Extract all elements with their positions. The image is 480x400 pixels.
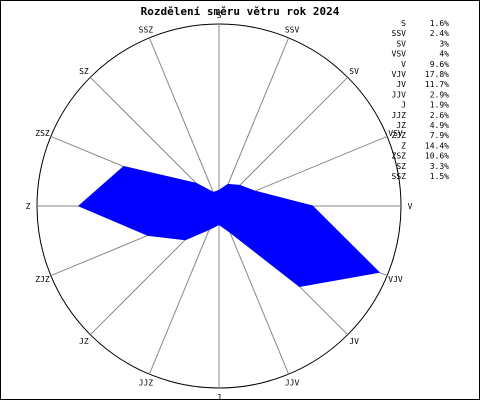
direction-label-s: S [217,11,222,20]
direction-label-ssz: SSZ [139,26,154,35]
axis-line-ssz [148,37,220,207]
legend-value-jjv: 2.9% [430,90,449,99]
direction-label-jjv: JJV [285,379,300,388]
legend-direction-zjz: ZJZ [392,131,407,140]
direction-label-zsz: ZSZ [35,129,50,138]
legend-direction-j: J [401,101,406,110]
direction-label-jv: JV [349,337,359,346]
direction-label-vsv: VSV [388,129,403,138]
direction-label-vjv: VJV [388,275,403,284]
legend-value-j: 1.9% [430,101,449,110]
direction-label-sz: SZ [79,67,89,76]
legend-value-jz: 4.9% [430,121,449,130]
direction-label-zjz: ZJZ [35,275,50,284]
legend-value-zjz: 7.9% [430,131,449,140]
legend-direction-zsz: ZSZ [392,152,407,161]
wind-rose-polygon [77,165,381,288]
direction-label-ssv: SSV [285,26,300,35]
legend-value-sz: 3.3% [430,162,449,171]
direction-label-v: V [408,202,413,211]
direction-label-jz: JZ [79,337,89,346]
legend-value-sv: 3% [439,39,449,48]
legend-direction-vjv: VJV [392,70,407,79]
legend-direction-ssz: SSZ [392,172,407,181]
legend-value-jv: 11.7% [425,80,449,89]
axis-line-ssv [218,37,290,207]
legend-value-vsv: 4% [439,50,449,59]
legend-direction-sz: SZ [396,162,406,171]
legend-value-s: 1.6% [430,19,449,28]
legend-direction-jv: JV [396,80,406,89]
axis-line-sv [218,76,349,207]
direction-label-sv: SV [349,67,359,76]
legend-value-vjv: 17.8% [425,70,449,79]
legend-direction-sv: SV [396,39,406,48]
axis-line-jjz [148,205,220,375]
legend-direction-ssv: SSV [392,29,407,38]
legend-direction-v: V [401,60,406,69]
legend-value-ssv: 2.4% [430,29,449,38]
legend-direction-s: S [401,19,406,28]
legend-value-z: 14.4% [425,141,449,150]
legend-value-jjz: 2.6% [430,111,449,120]
legend-direction-jz: JZ [396,121,406,130]
direction-label-j: J [217,393,222,399]
legend-direction-vsv: VSV [392,50,407,59]
legend-direction-jjv: JJV [392,90,407,99]
chart-title: Rozdělení směru větru rok 2024 [141,5,340,18]
direction-label-z: Z [26,202,31,211]
axis-line-jjv [218,205,290,375]
legend-value-ssz: 1.5% [430,172,449,181]
direction-label-jjz: JJZ [139,379,154,388]
legend-direction-z: Z [401,141,406,150]
legend-value-v: 9.6% [430,60,449,69]
legend-value-zsz: 10.6% [425,152,449,161]
legend: S 1.6% SSV 2.4% SV 3% VSV 4% V 9.6% VJV 17.8% JV 11.7… [392,19,450,181]
legend-direction-jjz: JJZ [392,111,407,120]
